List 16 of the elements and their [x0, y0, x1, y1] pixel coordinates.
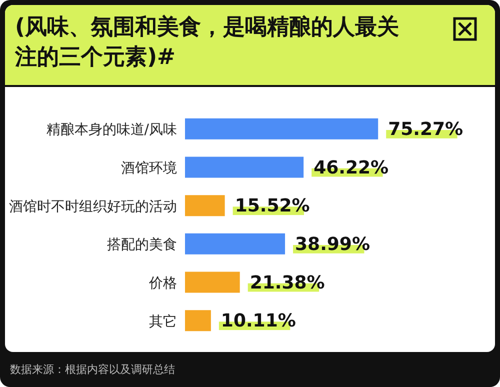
y-tick-label: 酒馆环境	[121, 160, 177, 176]
y-tick-label: 酒馆时不时组织好玩的活动	[9, 198, 177, 215]
y-tick-label: 精酿本身的味道/风味	[46, 122, 177, 138]
data-label: 46.22%	[314, 157, 389, 178]
source-note: 数据来源：根据内容以及调研总结	[10, 362, 175, 377]
y-tick-label: 搭配的美食	[107, 237, 177, 254]
bar	[185, 195, 225, 216]
bar	[185, 310, 211, 332]
bar	[185, 233, 286, 254]
bar	[185, 156, 304, 178]
y-tick-label: 其它	[149, 314, 177, 330]
chart-title: (风味、氛围和美食，是喝精酿的人最关注的三个元素)#	[15, 14, 400, 72]
bar	[185, 272, 240, 293]
data-label: 21.38%	[250, 272, 325, 294]
bar	[185, 118, 378, 140]
y-tick-label: 价格	[148, 275, 177, 292]
